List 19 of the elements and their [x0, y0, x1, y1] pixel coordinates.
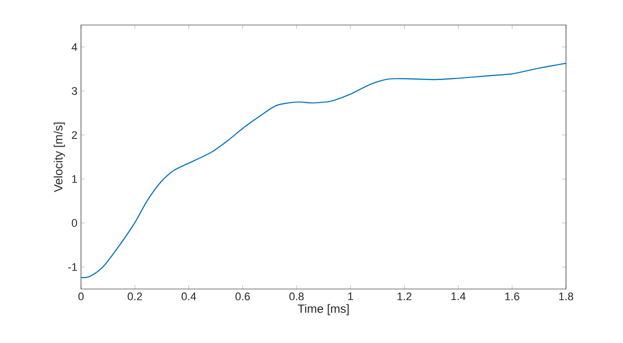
x-tick-label: 1.4 — [451, 292, 466, 300]
y-axis-title: Velocity [m/s] — [54, 122, 65, 192]
y-tick-label: 1 — [72, 175, 77, 183]
y-tick-label: 0 — [72, 219, 78, 227]
y-tick-label: 3 — [72, 87, 77, 95]
x-tick-label: 0.8 — [289, 292, 304, 300]
x-tick-label: 1.8 — [559, 292, 574, 300]
x-tick-label: 1.2 — [398, 292, 412, 300]
x-tick-label: 0.4 — [182, 292, 196, 300]
x-tick-label: 0.2 — [128, 292, 142, 300]
line-series — [81, 62, 566, 278]
y-tick-label: 2 — [72, 131, 77, 139]
x-tick-label: 0 — [78, 292, 84, 300]
x-axis-title: Time [ms] — [298, 304, 349, 316]
y-tick-label: -1 — [68, 263, 77, 271]
x-tick-label: 1 — [348, 292, 353, 300]
y-tick-label: 4 — [72, 43, 78, 51]
x-tick-label: 1.6 — [505, 292, 520, 300]
x-tick-label: 0.6 — [235, 292, 250, 300]
